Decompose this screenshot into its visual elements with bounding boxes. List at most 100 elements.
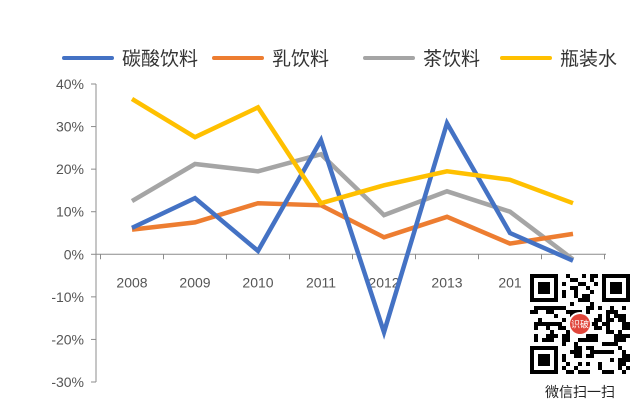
qr-module bbox=[618, 330, 622, 334]
qr-module bbox=[606, 314, 610, 318]
qr-module bbox=[606, 322, 610, 326]
qr-module bbox=[618, 362, 622, 366]
qr-module bbox=[566, 274, 570, 278]
qr-module bbox=[586, 338, 590, 342]
qr-module bbox=[610, 310, 614, 314]
qr-module bbox=[558, 326, 562, 330]
x-tick-label: 201 bbox=[498, 274, 522, 290]
qr-module bbox=[546, 310, 550, 314]
qr-module bbox=[546, 338, 550, 342]
qr-module bbox=[582, 294, 586, 298]
qr-module bbox=[562, 282, 566, 286]
qr-module bbox=[622, 338, 626, 342]
qr-module bbox=[582, 338, 586, 342]
qr-module bbox=[554, 314, 558, 318]
legend-swatch bbox=[363, 55, 415, 60]
qr-module bbox=[534, 334, 538, 338]
qr-module bbox=[622, 306, 626, 310]
qr-module bbox=[550, 310, 554, 314]
qr-module bbox=[578, 354, 582, 358]
qr-module bbox=[578, 346, 582, 350]
legend-swatch bbox=[212, 55, 264, 60]
qr-module bbox=[574, 346, 578, 350]
qr-module bbox=[534, 322, 538, 326]
qr-module bbox=[566, 338, 570, 342]
qr-module bbox=[586, 334, 590, 338]
qr-module bbox=[622, 326, 626, 330]
qr-module bbox=[566, 362, 570, 366]
qr-module bbox=[594, 334, 598, 338]
qr-module bbox=[562, 338, 566, 342]
qr-module bbox=[590, 290, 594, 294]
qr-module bbox=[590, 350, 594, 354]
qr-module bbox=[602, 370, 606, 374]
qr-module bbox=[586, 306, 590, 310]
qr-module bbox=[622, 354, 626, 358]
qr-module bbox=[574, 278, 578, 282]
qr-caption: 微信扫一扫 bbox=[545, 385, 615, 401]
qr-module bbox=[626, 322, 630, 326]
qr-module bbox=[546, 306, 550, 310]
qr-logo-text: 识破 bbox=[571, 319, 589, 331]
qr-module bbox=[610, 330, 614, 334]
qr-module bbox=[582, 282, 586, 286]
qr-module bbox=[586, 286, 590, 290]
qr-module bbox=[586, 346, 590, 350]
qr-module bbox=[622, 358, 626, 362]
qr-module bbox=[530, 310, 534, 314]
qr-module bbox=[610, 370, 614, 374]
qr-module bbox=[558, 322, 562, 326]
qr-module bbox=[578, 362, 582, 366]
legend-item: 茶饮料 bbox=[363, 44, 480, 71]
qr-module bbox=[590, 278, 594, 282]
qr-module bbox=[534, 326, 538, 330]
qr-module bbox=[598, 318, 602, 322]
qr-module bbox=[534, 310, 538, 314]
qr-finder-core bbox=[538, 282, 550, 294]
x-tick-label: 2009 bbox=[179, 274, 210, 290]
qr-module bbox=[590, 354, 594, 358]
legend-label: 乳饮料 bbox=[272, 48, 330, 70]
y-tick-label: -10% bbox=[51, 289, 84, 305]
qr-module bbox=[614, 310, 618, 314]
series-line-2 bbox=[130, 151, 575, 262]
qr-module bbox=[538, 322, 542, 326]
qr-module bbox=[606, 370, 610, 374]
y-tick-label: -20% bbox=[51, 331, 84, 347]
qr-module bbox=[622, 314, 626, 318]
qr-module bbox=[590, 306, 594, 310]
qr-module bbox=[594, 318, 598, 322]
y-tick-label: 30% bbox=[56, 119, 84, 135]
qr-module bbox=[562, 326, 566, 330]
qr-module bbox=[594, 322, 598, 326]
qr-module bbox=[550, 322, 554, 326]
qr-module bbox=[610, 350, 614, 354]
qr-module bbox=[586, 362, 590, 366]
series-line-0 bbox=[131, 117, 574, 340]
qr-module bbox=[574, 366, 578, 370]
qr-module bbox=[598, 350, 602, 354]
qr-module bbox=[598, 326, 602, 330]
qr-module bbox=[606, 350, 610, 354]
qr-module bbox=[558, 306, 562, 310]
qr-module bbox=[534, 338, 538, 342]
qr-module bbox=[614, 342, 618, 346]
qr-module bbox=[598, 366, 602, 370]
qr-module bbox=[574, 354, 578, 358]
qr-module bbox=[618, 334, 622, 338]
qr-module bbox=[586, 354, 590, 358]
y-tick-label: 0% bbox=[64, 246, 84, 262]
x-tick-label: 2013 bbox=[431, 274, 462, 290]
qr-module bbox=[578, 282, 582, 286]
qr-module bbox=[610, 358, 614, 362]
qr-module bbox=[610, 318, 614, 322]
qr-module bbox=[626, 358, 630, 362]
qr-module bbox=[590, 274, 594, 278]
qr-module bbox=[562, 366, 566, 370]
qr-module bbox=[614, 334, 618, 338]
qr-module bbox=[598, 314, 602, 318]
legend-swatch bbox=[500, 55, 552, 60]
qr-module bbox=[554, 306, 558, 310]
